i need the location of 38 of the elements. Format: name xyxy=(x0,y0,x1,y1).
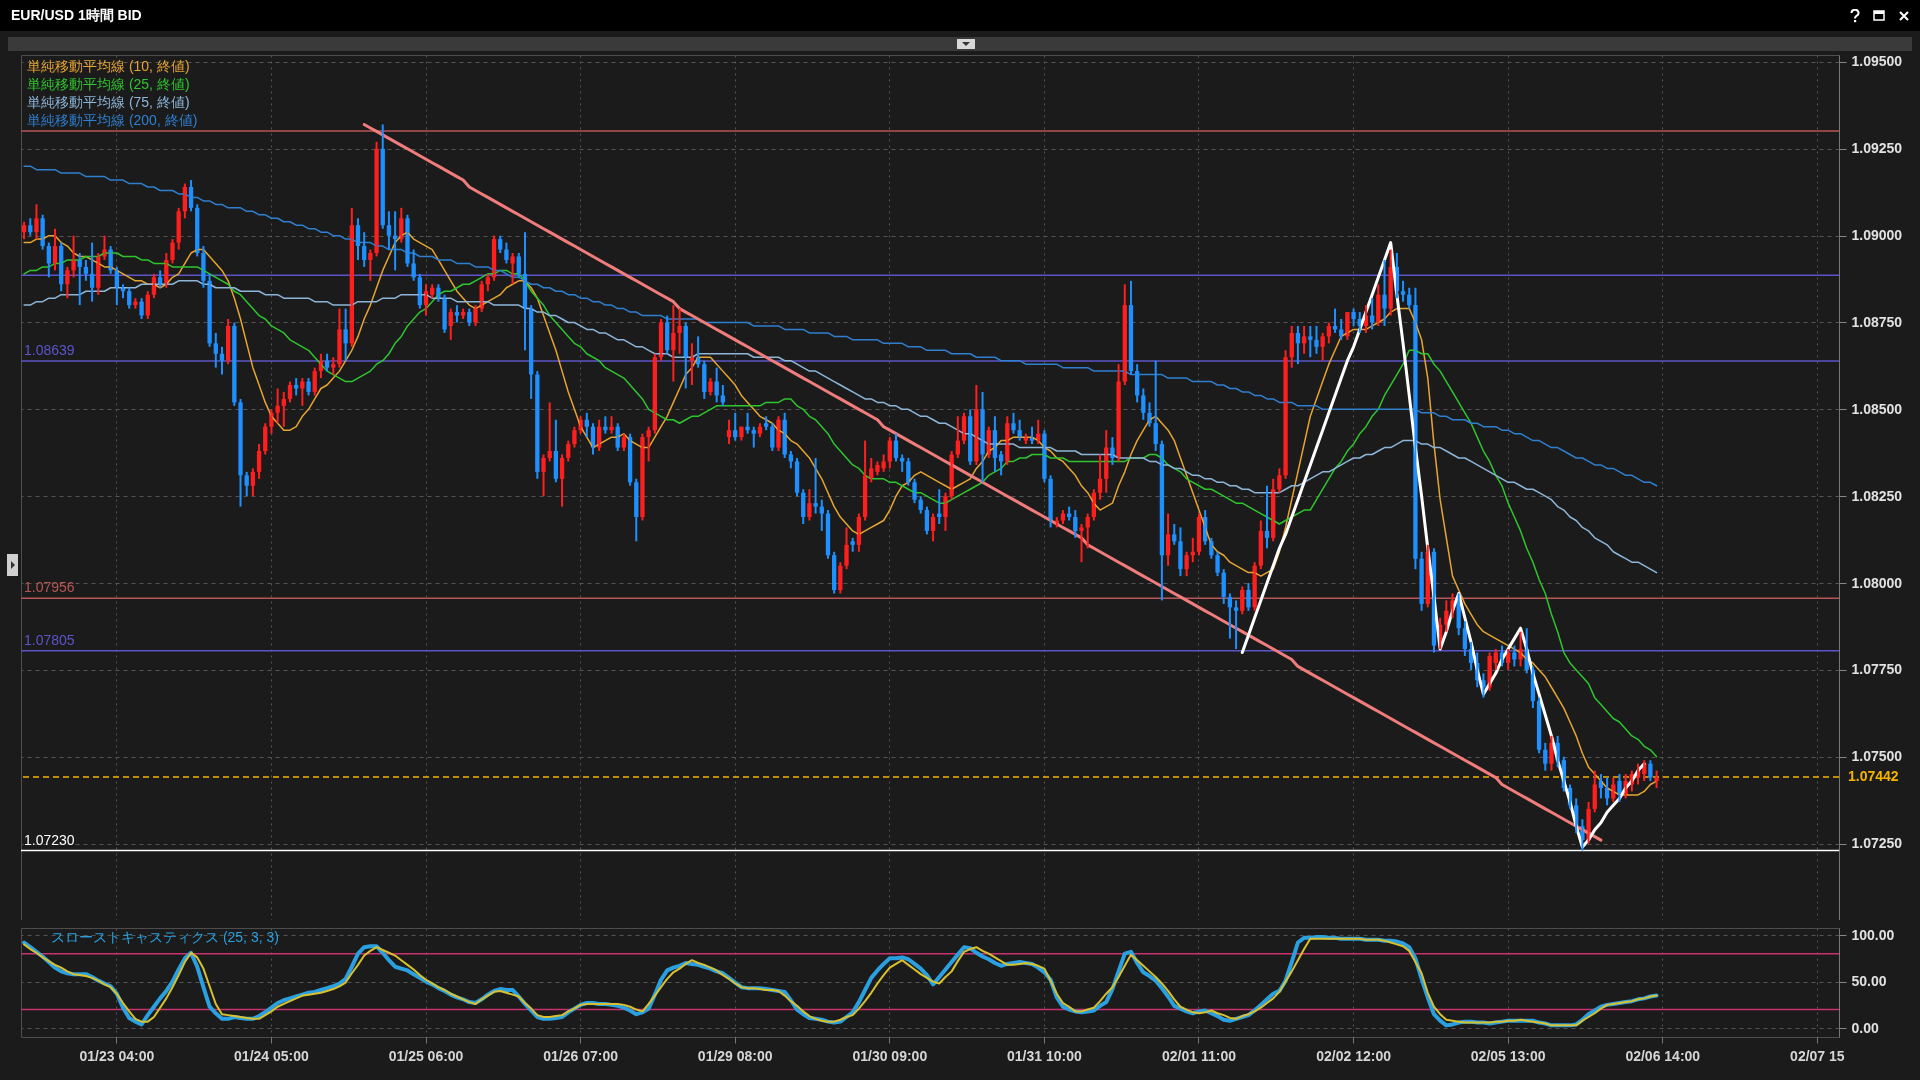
x-tick-label: 01/23 04:00 xyxy=(79,1047,155,1064)
ref-line-label: 1.07230 xyxy=(24,831,75,848)
y-tick-label: 1.09250 xyxy=(1851,140,1903,157)
y-tick-label: 1.08000 xyxy=(1851,574,1903,591)
ref-line-label: 1.07956 xyxy=(24,579,75,596)
x-tick-label: 02/06 14:00 xyxy=(1625,1047,1701,1064)
y-tick-label: 1.07750 xyxy=(1851,661,1903,678)
y-tick-label: 1.07250 xyxy=(1851,835,1903,852)
ref-line-label: 1.07442 xyxy=(1848,767,1899,784)
x-tick-label: 02/01 11:00 xyxy=(1162,1047,1237,1064)
line-series xyxy=(23,165,1658,487)
x-tick-label: 02/07 15 xyxy=(1790,1047,1845,1064)
y-tick-label: 100.00 xyxy=(1851,926,1895,943)
y-tick-label: 0.00 xyxy=(1851,1019,1879,1036)
x-tick-label: 02/05 13:00 xyxy=(1470,1047,1546,1064)
text: 単純移動平均線 (25, 終値) xyxy=(27,76,190,92)
ref-line-label: 1.08639 xyxy=(24,342,75,359)
x-tick-label: 01/31 10:00 xyxy=(1007,1047,1082,1064)
x-tick-label: 01/30 09:00 xyxy=(852,1047,928,1064)
x-tick-label: 01/29 08:00 xyxy=(697,1047,773,1064)
x-tick-label: 02/02 12:00 xyxy=(1316,1047,1392,1064)
x-tick-label: 01/24 05:00 xyxy=(234,1047,310,1064)
y-tick-label: 50.00 xyxy=(1851,973,1887,990)
text: 単純移動平均線 (75, 終値) xyxy=(27,94,190,110)
text: 単純移動平均線 (10, 終値) xyxy=(27,58,190,74)
x-tick-label: 01/26 07:00 xyxy=(543,1047,619,1064)
text: 単純移動平均線 (200, 終値) xyxy=(27,112,198,128)
y-tick-label: 1.08500 xyxy=(1851,400,1903,417)
y-tick-label: 1.09000 xyxy=(1851,227,1903,244)
line-series xyxy=(362,122,1603,842)
x-tick-label: 01/25 06:00 xyxy=(388,1047,464,1064)
y-tick-label: 1.08750 xyxy=(1851,313,1903,330)
y-tick-label: 1.08250 xyxy=(1851,487,1903,504)
chart-title: EUR/USD 1時間 BID xyxy=(11,7,142,25)
series-label: スローストキャスティクス (25, 3, 3) xyxy=(51,929,279,945)
y-tick-label: 1.07500 xyxy=(1851,748,1903,765)
y-tick-label: 1.09500 xyxy=(1851,53,1903,70)
ref-line-label: 1.07805 xyxy=(24,631,75,648)
